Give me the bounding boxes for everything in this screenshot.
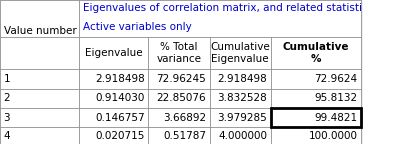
Text: 95.8132: 95.8132 [314,93,358,103]
Text: Active variables only: Active variables only [83,22,192,32]
Text: 4: 4 [4,131,10,141]
Bar [210,37,271,69]
Bar [210,127,271,144]
Text: 72.9624: 72.9624 [314,74,358,84]
Text: 100.0000: 100.0000 [309,131,358,141]
Bar [79,0,361,37]
Text: 99.4821: 99.4821 [314,113,358,123]
Text: Cumulative
%: Cumulative % [283,42,349,64]
Bar [79,37,148,69]
Text: Value number: Value number [4,26,76,36]
Bar [79,69,148,89]
Bar [271,108,361,127]
Text: Cumulative
Eigenvalue: Cumulative Eigenvalue [211,42,270,64]
Bar [79,89,148,108]
Text: Eigenvalue: Eigenvalue [85,48,143,58]
Bar [271,37,361,69]
Text: 2.918498: 2.918498 [218,74,267,84]
Text: 2.918498: 2.918498 [95,74,144,84]
Text: % Total
variance: % Total variance [156,42,201,64]
Bar [148,89,210,108]
Text: 0.146757: 0.146757 [95,113,144,123]
Bar [210,89,271,108]
Text: 22.85076: 22.85076 [156,93,206,103]
Text: 2: 2 [4,93,10,103]
Text: 3.832528: 3.832528 [218,93,267,103]
Text: Eigenvalues of correlation matrix, and related statisti: Eigenvalues of correlation matrix, and r… [83,3,362,13]
Text: 0.020715: 0.020715 [95,131,144,141]
Bar [271,69,361,89]
Bar [79,127,148,144]
Text: 4.000000: 4.000000 [219,131,267,141]
Text: 0.51787: 0.51787 [163,131,206,141]
Bar [79,108,148,127]
Text: 3.979285: 3.979285 [218,113,267,123]
Bar [0,127,79,144]
Bar [0,37,79,69]
Text: 3.66892: 3.66892 [163,113,206,123]
Bar [271,127,361,144]
Bar [210,69,271,89]
Bar [148,37,210,69]
Bar [271,89,361,108]
Text: 3: 3 [4,113,10,123]
Bar [0,0,79,37]
Bar [148,69,210,89]
Bar [0,108,79,127]
Text: 1: 1 [4,74,10,84]
Bar [210,108,271,127]
Bar [0,69,79,89]
Bar [148,108,210,127]
Text: 72.96245: 72.96245 [156,74,206,84]
Bar [0,89,79,108]
Bar [148,127,210,144]
Text: 0.914030: 0.914030 [95,93,144,103]
